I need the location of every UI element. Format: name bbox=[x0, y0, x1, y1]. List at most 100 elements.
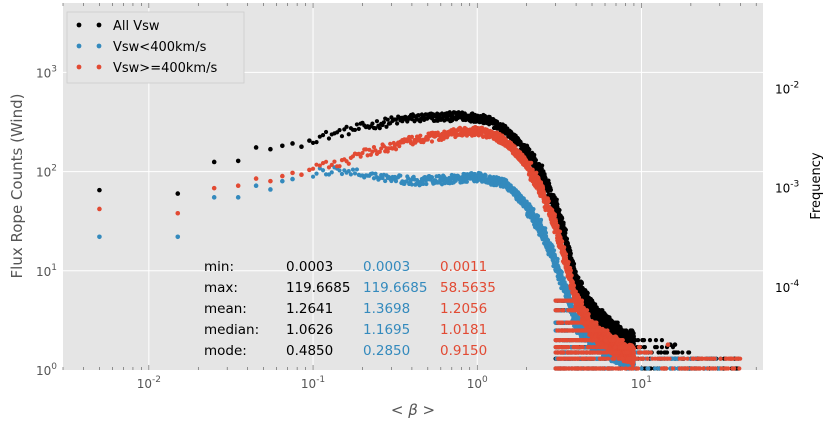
data-point bbox=[571, 261, 577, 266]
data-point bbox=[352, 127, 358, 133]
data-point bbox=[320, 133, 326, 138]
data-point bbox=[299, 172, 304, 177]
data-point bbox=[290, 176, 295, 182]
data-point bbox=[563, 231, 568, 236]
data-point bbox=[337, 127, 342, 133]
data-point bbox=[268, 146, 273, 152]
data-point bbox=[559, 270, 564, 275]
data-point bbox=[529, 160, 534, 165]
data-point bbox=[329, 170, 334, 175]
data-point bbox=[314, 140, 319, 145]
data-point bbox=[590, 298, 595, 303]
data-point bbox=[211, 159, 217, 165]
data-point bbox=[535, 213, 541, 219]
data-point bbox=[280, 143, 285, 149]
data-point bbox=[398, 173, 403, 178]
data-point bbox=[647, 338, 653, 343]
data-point bbox=[253, 145, 259, 150]
data-point bbox=[624, 328, 629, 333]
data-point bbox=[332, 159, 337, 164]
data-point bbox=[646, 366, 651, 371]
data-point bbox=[494, 119, 500, 124]
data-point bbox=[235, 158, 241, 164]
data-point bbox=[557, 208, 562, 213]
data-point bbox=[533, 158, 538, 163]
data-point bbox=[393, 117, 399, 122]
data-point bbox=[211, 195, 217, 200]
data-point bbox=[664, 350, 670, 355]
data-point bbox=[576, 275, 581, 280]
data-point bbox=[464, 179, 470, 184]
data-point bbox=[429, 139, 435, 144]
data-point bbox=[483, 173, 488, 178]
data-point bbox=[317, 134, 322, 139]
data-point bbox=[561, 220, 566, 225]
data-point bbox=[560, 216, 565, 221]
data-point bbox=[573, 269, 578, 274]
data-point bbox=[97, 206, 102, 212]
data-point bbox=[358, 154, 363, 159]
data-point bbox=[211, 185, 217, 191]
data-point bbox=[565, 241, 570, 246]
data-point bbox=[635, 338, 641, 343]
data-point bbox=[370, 121, 375, 126]
data-point bbox=[354, 167, 360, 172]
data-point bbox=[374, 119, 380, 124]
data-point bbox=[659, 345, 665, 350]
data-point bbox=[551, 248, 557, 253]
data-point bbox=[531, 207, 536, 212]
data-point bbox=[339, 171, 345, 177]
data-point bbox=[344, 124, 349, 129]
data-point bbox=[555, 256, 560, 262]
data-point bbox=[175, 234, 181, 240]
data-point bbox=[579, 281, 585, 286]
data-point bbox=[540, 163, 545, 168]
data-point bbox=[320, 168, 326, 173]
data-point bbox=[585, 291, 590, 296]
data-point bbox=[268, 187, 273, 192]
data-point bbox=[397, 143, 402, 149]
data-point bbox=[253, 183, 259, 189]
scatter-points bbox=[97, 110, 743, 371]
data-point bbox=[554, 197, 559, 202]
data-point bbox=[377, 126, 382, 131]
data-point bbox=[394, 121, 400, 126]
data-point bbox=[348, 172, 353, 177]
data-point bbox=[532, 152, 537, 158]
data-point bbox=[97, 187, 102, 193]
data-point bbox=[615, 320, 620, 325]
data-point bbox=[373, 126, 378, 131]
data-point bbox=[624, 338, 630, 343]
data-point bbox=[670, 345, 676, 350]
data-point bbox=[354, 122, 360, 127]
data-point bbox=[564, 236, 570, 241]
data-point bbox=[665, 342, 671, 347]
data-point bbox=[352, 171, 358, 176]
data-point bbox=[253, 176, 259, 181]
data-point bbox=[619, 328, 625, 333]
data-point bbox=[687, 350, 692, 355]
data-point bbox=[675, 350, 681, 355]
data-point bbox=[235, 183, 241, 189]
data-point bbox=[175, 210, 181, 216]
data-point bbox=[527, 147, 532, 152]
data-point bbox=[350, 167, 356, 172]
data-point bbox=[290, 170, 295, 176]
data-point bbox=[393, 179, 399, 184]
data-point bbox=[323, 129, 329, 135]
data-point bbox=[424, 181, 429, 187]
data-point bbox=[388, 141, 393, 146]
data-point bbox=[346, 132, 351, 137]
data-point bbox=[543, 176, 548, 181]
data-point bbox=[393, 147, 399, 152]
data-point bbox=[593, 302, 598, 307]
data-point bbox=[543, 226, 548, 231]
data-point bbox=[326, 136, 332, 141]
data-point bbox=[550, 244, 555, 249]
data-point bbox=[630, 328, 635, 333]
data-point bbox=[561, 276, 566, 281]
data-point bbox=[310, 140, 316, 145]
data-point bbox=[418, 133, 423, 138]
data-point bbox=[384, 124, 389, 129]
